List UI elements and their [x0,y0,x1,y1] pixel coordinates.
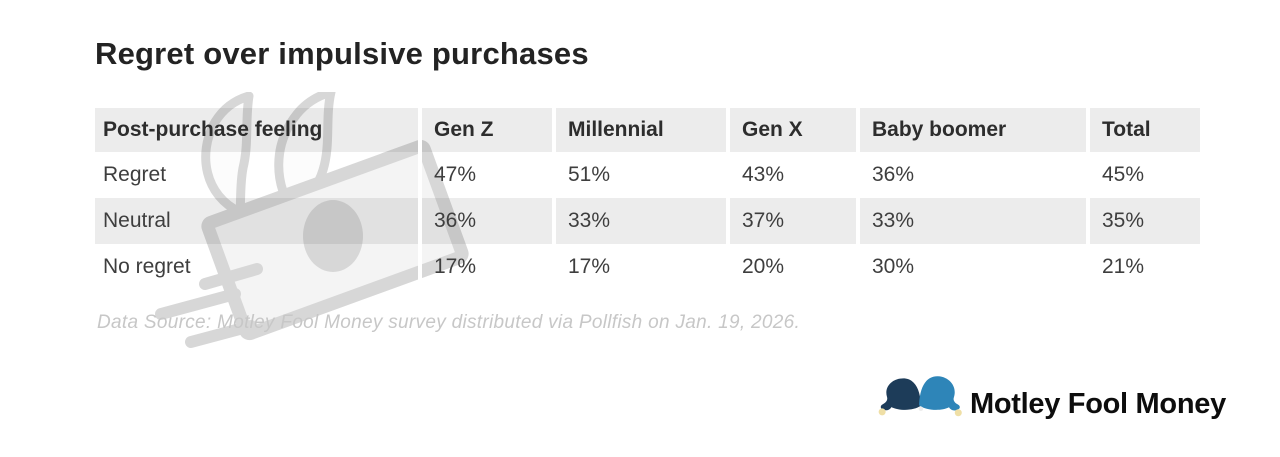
column-header-baby-boomer: Baby boomer [856,108,1086,152]
table-cell: 33% [552,198,726,244]
table-cell: 21% [1086,244,1200,290]
table-cell: 37% [726,198,856,244]
column-header-millennial: Millennial [552,108,726,152]
motley-fool-money-logo: Motley Fool Money [876,374,1226,424]
table-cell: 17% [418,244,552,290]
row-label: Neutral [95,198,418,244]
table-cell: 20% [726,244,856,290]
table-cell: 17% [552,244,726,290]
table-row-regret: Regret 47% 51% 43% 36% 45% [95,152,1200,198]
table-header-row: Post-purchase feeling Gen Z Millennial G… [95,108,1200,152]
table-row-no-regret: No regret 17% 17% 20% 30% 21% [95,244,1200,290]
table-cell: 51% [552,152,726,198]
table-cell: 33% [856,198,1086,244]
jester-hat-icon [878,376,962,417]
table-cell: 30% [856,244,1086,290]
column-header-gen-x: Gen X [726,108,856,152]
table-cell: 47% [418,152,552,198]
column-header-feeling: Post-purchase feeling [95,108,418,152]
table-cell: 43% [726,152,856,198]
table-cell: 36% [418,198,552,244]
page-title: Regret over impulsive purchases [95,36,589,71]
row-label: Regret [103,163,167,186]
table-cell: 45% [1086,152,1200,198]
table-cell: 35% [1086,198,1200,244]
column-header-total: Total [1086,108,1200,152]
row-label: No regret [103,255,191,278]
column-header-gen-z: Gen Z [418,108,552,152]
source-note: Data Source: Motley Fool Money survey di… [97,312,801,333]
regret-table: Post-purchase feeling Gen Z Millennial G… [95,108,1200,290]
table-row-neutral: Neutral 36% 33% 37% 33% 35% [95,198,1200,244]
logo-wordmark: Motley Fool Money [970,388,1226,420]
table-cell: 36% [856,152,1086,198]
